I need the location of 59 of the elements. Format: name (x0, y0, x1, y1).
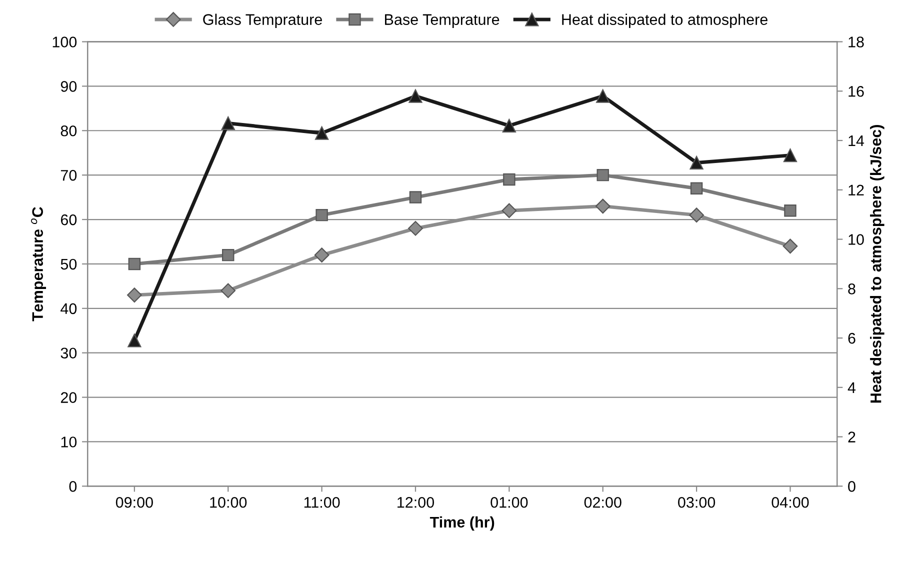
x-tick-label: 11:00 (304, 496, 340, 508)
x-axis-title: Time (hr) (430, 516, 494, 531)
y2-tick-label: 4 (848, 382, 856, 393)
y2-tick-label: 6 (848, 332, 856, 344)
point (690, 156, 704, 170)
y2-tick-label: 12 (848, 184, 864, 196)
point (220, 283, 236, 298)
point (596, 168, 609, 182)
y2-axis-title: Heat desipated to atmosphere (kJ/sec) (870, 125, 884, 403)
point (316, 208, 328, 222)
x-tick-label: 02:00 (584, 496, 622, 508)
y2-tick-label: 16 (848, 86, 864, 97)
y-tick-label: 10 (61, 436, 77, 448)
y-tick-label: 100 (52, 36, 77, 48)
x-tick-label: 03:00 (678, 496, 716, 508)
legend-label: Base Temprature (385, 14, 500, 28)
point (315, 126, 329, 140)
point (502, 203, 517, 218)
x-tick-label: 09:00 (116, 496, 153, 508)
y-tick-label: 20 (60, 392, 77, 403)
point (221, 116, 235, 130)
point (408, 220, 423, 236)
legend-label: Glass Temprature (203, 14, 322, 28)
point (595, 198, 610, 214)
y-axis-title: Temperature $^{o}$C (31, 206, 46, 322)
point (409, 191, 422, 204)
point (783, 148, 798, 162)
point (314, 248, 330, 262)
point (690, 182, 703, 195)
point (222, 248, 234, 262)
point (689, 208, 704, 222)
y-tick-label: 80 (60, 125, 77, 136)
x-tick-label: 12:00 (398, 496, 434, 508)
x-tick-label: 10:00 (210, 496, 247, 508)
y2-tick-label: 2 (848, 432, 856, 442)
point (128, 334, 142, 348)
y-tick-label: 40 (60, 303, 77, 314)
y-tick-label: 50 (60, 258, 77, 270)
y2-tick-label: 18 (848, 36, 864, 48)
y-tick-label: 70 (60, 170, 77, 181)
point (596, 89, 610, 103)
y2-tick-label: 0 (848, 481, 856, 492)
point (503, 173, 516, 186)
legend-label: Heat dissipated to atmosphere (562, 14, 768, 28)
point (784, 204, 796, 217)
point (502, 118, 516, 132)
y2-tick-label: 10 (848, 234, 864, 245)
point (128, 258, 141, 270)
point (408, 89, 422, 103)
x-tick-label: 01:00 (490, 496, 528, 508)
y-tick-label: 30 (60, 348, 77, 359)
point (127, 288, 142, 302)
y-tick-label: 0 (69, 481, 77, 492)
y-tick-label: 90 (60, 81, 77, 92)
y2-tick-label: 14 (848, 136, 864, 146)
y2-tick-label: 8 (848, 284, 856, 294)
y-tick-label: 60 (60, 214, 77, 226)
x-tick-label: 04:00 (772, 496, 809, 508)
point (782, 238, 798, 254)
